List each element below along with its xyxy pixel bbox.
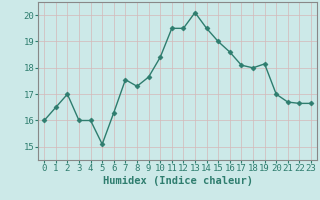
X-axis label: Humidex (Indice chaleur): Humidex (Indice chaleur): [103, 176, 252, 186]
